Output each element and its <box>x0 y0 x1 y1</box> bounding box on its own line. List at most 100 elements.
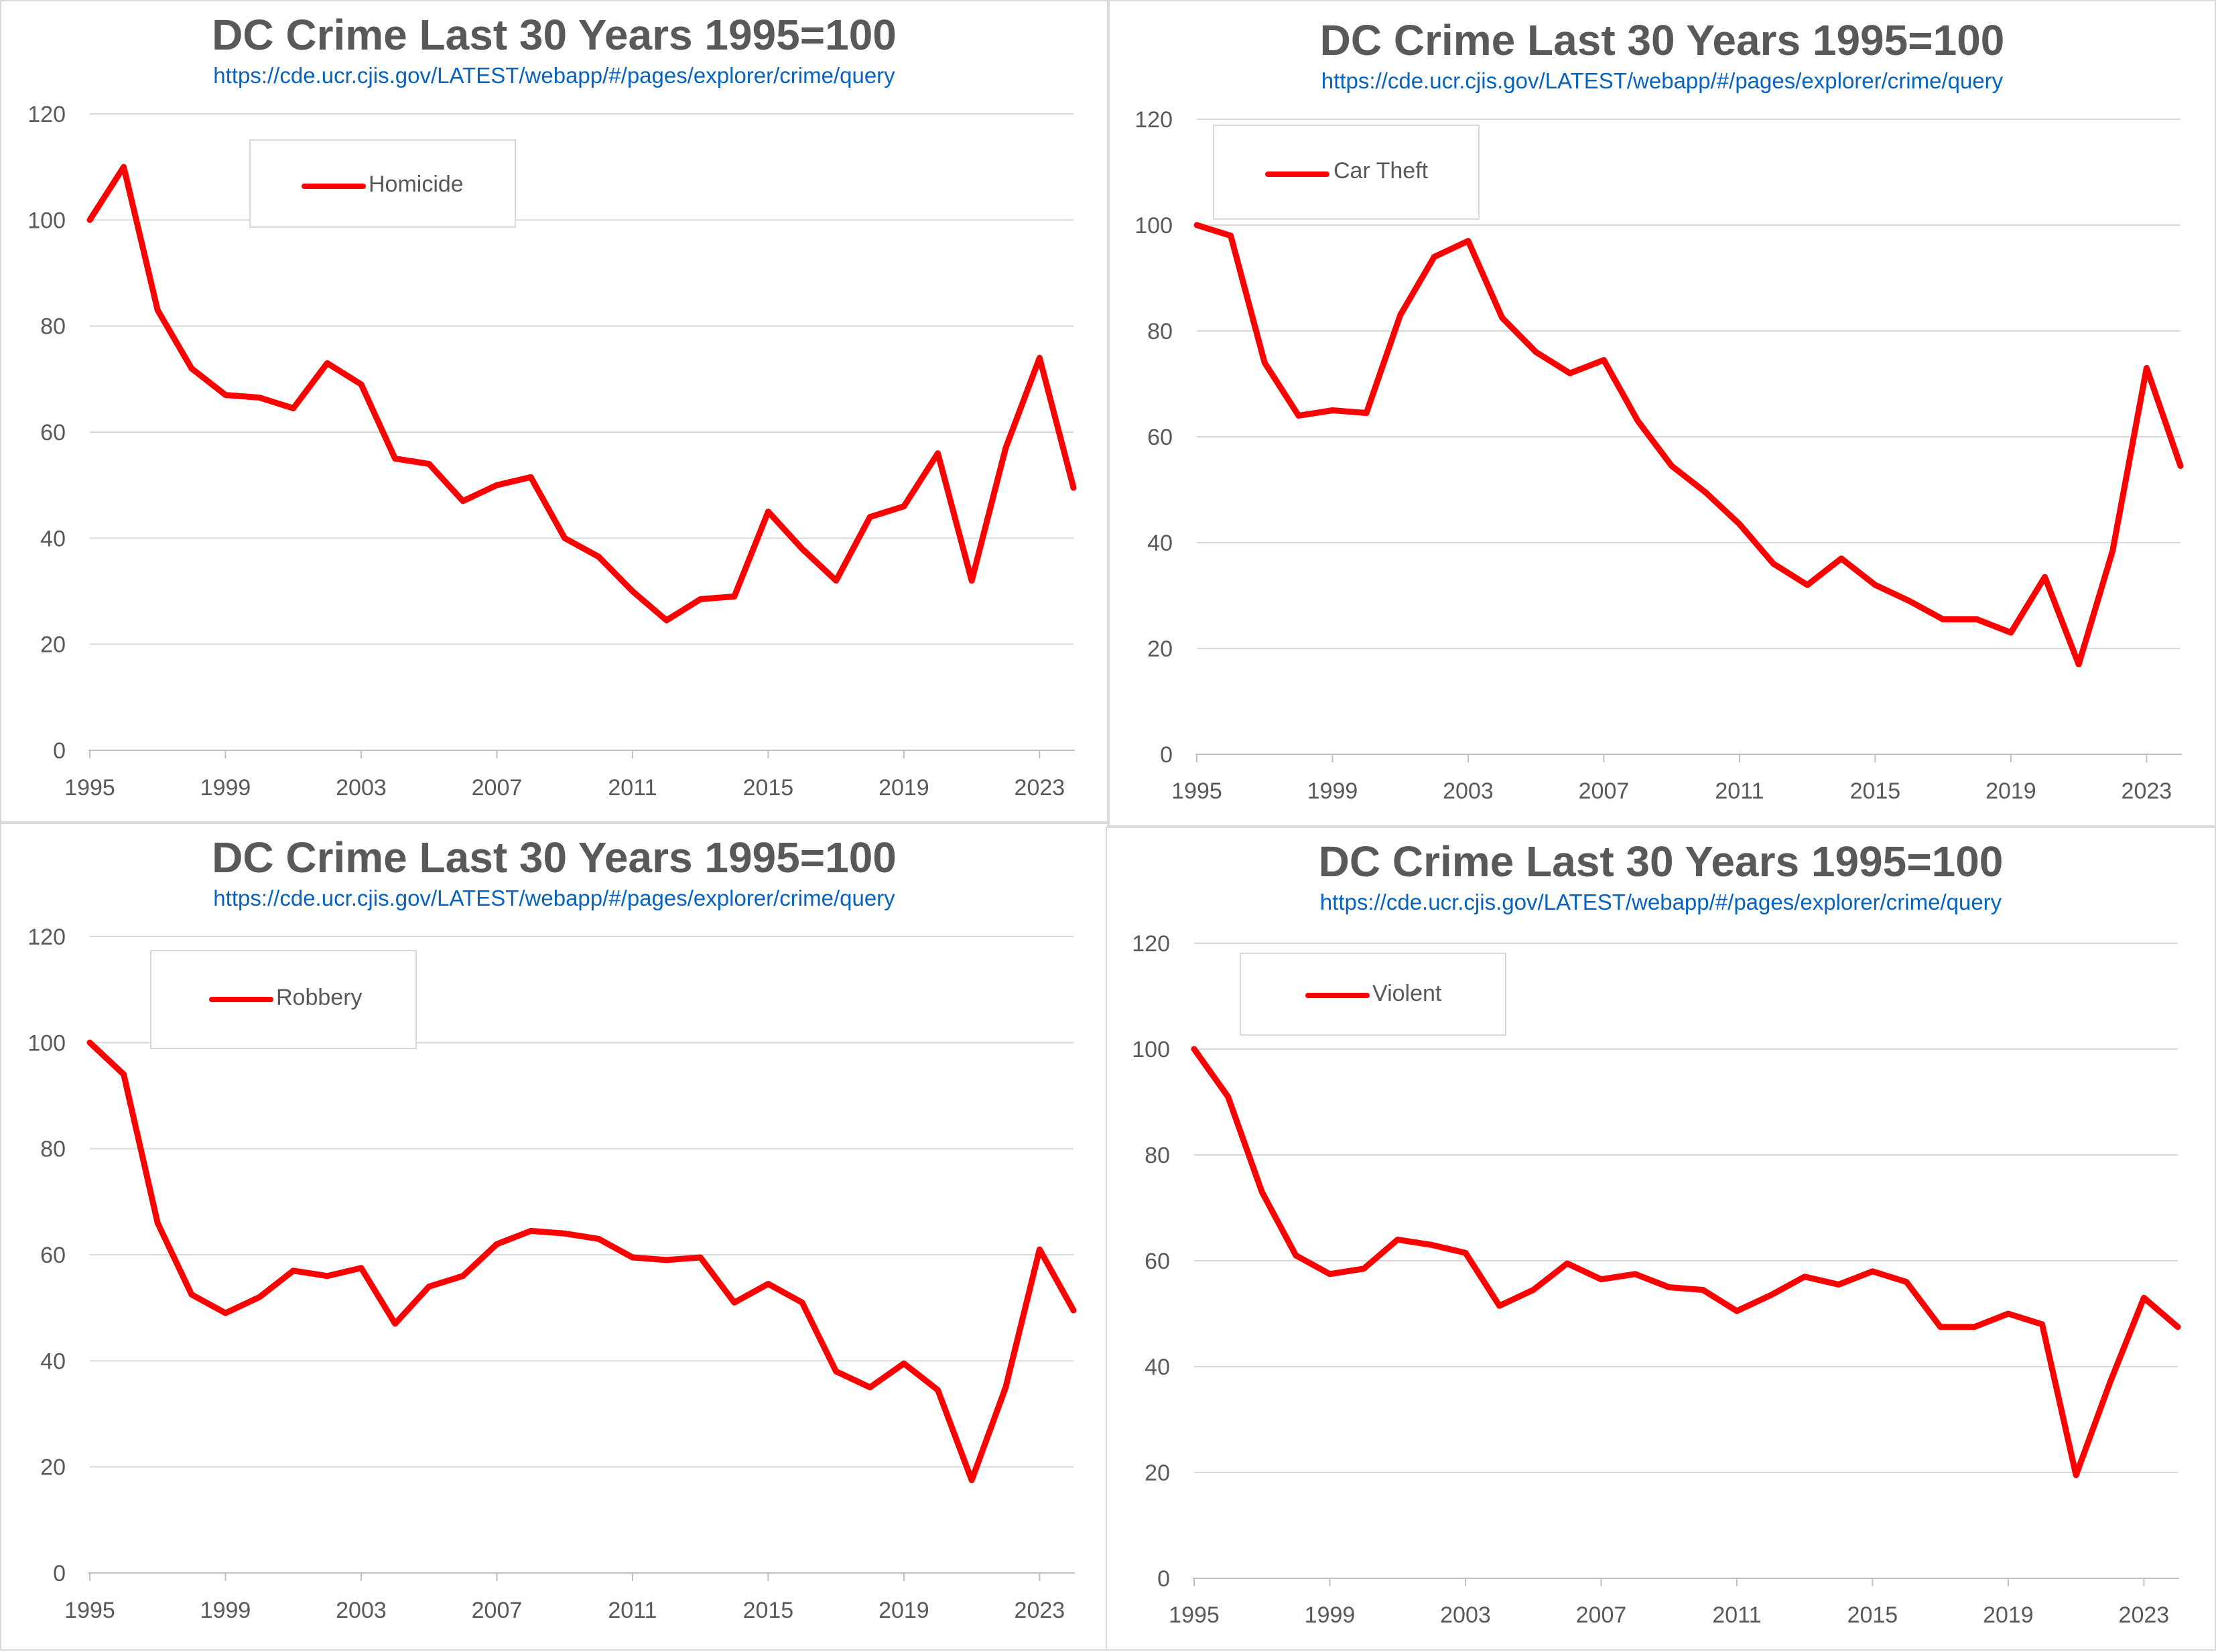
legend-label: Robbery <box>276 985 363 1010</box>
data-point-2022 <box>2107 1380 2113 1385</box>
x-tick-label: 2015 <box>1847 1602 1898 1628</box>
legend-label: Violent <box>1372 981 1442 1006</box>
data-point-2019 <box>2008 630 2014 635</box>
x-tick-label: 2015 <box>743 1598 794 1623</box>
x-tick-label: 1995 <box>1169 1602 1220 1628</box>
data-point-2017 <box>834 1369 839 1374</box>
legend-swatch <box>1265 171 1329 177</box>
chart-source-url[interactable]: https://cde.ucr.cjis.gov/LATEST/webapp/#… <box>213 886 895 910</box>
data-point-1997 <box>1259 1189 1264 1194</box>
legend-swatch <box>209 997 273 1002</box>
data-point-2005 <box>1533 350 1539 355</box>
plot-area: 0 20 40 60 80 100 120 1995 1999 2003 2007 2011 2015 2… <box>27 924 1077 1623</box>
data-point-2009 <box>1669 463 1675 468</box>
data-point-2021 <box>969 578 974 583</box>
data-point-2014 <box>732 594 737 599</box>
data-point-2023 <box>1037 1247 1042 1252</box>
data-point-2018 <box>1974 617 1979 622</box>
data-point-2020 <box>2040 1322 2045 1327</box>
x-tick-label: 2003 <box>336 1598 387 1623</box>
legend-swatch <box>1305 993 1370 998</box>
data-point-2003 <box>1465 238 1471 244</box>
data-point-2023 <box>2141 1295 2146 1300</box>
chart-panel-homicide: DC Crime Last 30 Years 1995=100 https://… <box>0 0 1108 823</box>
data-point-2008 <box>528 1228 533 1233</box>
data-point-2018 <box>1971 1324 1977 1330</box>
data-point-1996 <box>121 164 127 169</box>
data-point-1996 <box>1228 233 1234 238</box>
data-point-2006 <box>1567 370 1573 376</box>
data-point-2002 <box>1431 254 1437 259</box>
x-tick-label: 1995 <box>64 775 115 801</box>
plot-area: 0 20 40 60 80 100 120 1995 1999 2003 2007 2011 2015 2… <box>1132 931 2181 1628</box>
data-point-2020 <box>935 1387 941 1393</box>
data-point-2019 <box>901 504 907 509</box>
data-point-2000 <box>257 395 262 401</box>
data-point-2024 <box>2178 463 2183 468</box>
data-point-2018 <box>867 1385 872 1390</box>
data-point-2002 <box>324 360 330 366</box>
legend-swatch <box>302 184 366 189</box>
x-tick-label: 2019 <box>1983 1602 2034 1628</box>
legend-label: Car Theft <box>1333 158 1429 184</box>
chart-source-url[interactable]: https://cde.ucr.cjis.gov/LATEST/webapp/#… <box>1321 68 2004 93</box>
x-tick-label: 2023 <box>2122 778 2172 804</box>
plot-area: 0 20 40 60 80 100 120 1995 1999 2003 2007 2011 2015 2… <box>27 102 1077 801</box>
data-point-2008 <box>1632 1271 1638 1277</box>
data-point-2007 <box>1601 357 1606 362</box>
x-tick-label: 2011 <box>1712 1602 1761 1628</box>
data-point-2009 <box>562 535 568 541</box>
data-point-2016 <box>799 1300 805 1305</box>
chart-source-url[interactable]: https://cde.ucr.cjis.gov/LATEST/webapp/#… <box>213 63 895 88</box>
y-tick-label: 40 <box>40 1349 66 1374</box>
data-point-2001 <box>291 405 296 411</box>
y-tick-label: 80 <box>1145 1143 1170 1168</box>
data-point-1999 <box>1329 408 1335 413</box>
data-point-2008 <box>528 474 533 480</box>
y-tick-label: 60 <box>40 1243 66 1268</box>
chart-panel-violent: DC Crime Last 30 Years 1995=100 https://… <box>1106 827 2216 1651</box>
data-point-2005 <box>1530 1287 1536 1292</box>
series-line-homicide <box>86 163 1077 624</box>
data-point-2001 <box>291 1268 296 1274</box>
data-point-1997 <box>155 307 160 313</box>
series-line-violent <box>1191 1046 2181 1478</box>
data-point-1998 <box>189 366 194 371</box>
y-tick-label: 20 <box>40 632 66 658</box>
x-tick-label: 2003 <box>1443 778 1494 804</box>
y-tick-label: 40 <box>1145 1355 1170 1380</box>
data-point-2010 <box>596 554 601 559</box>
data-point-2014 <box>1836 1282 1841 1288</box>
data-point-2023 <box>2144 365 2149 370</box>
chart-source-url[interactable]: https://cde.ucr.cjis.gov/LATEST/webapp/#… <box>1319 890 2002 914</box>
x-tick-label: 2007 <box>1579 778 1630 804</box>
x-tick-label: 2023 <box>2119 1602 2170 1628</box>
data-point-1997 <box>155 1221 160 1226</box>
data-point-1995 <box>1194 222 1199 228</box>
data-point-2021 <box>969 1477 974 1483</box>
chart-title: DC Crime Last 30 Years 1995=100 <box>212 11 897 59</box>
data-point-2024 <box>1071 1308 1076 1313</box>
data-point-2006 <box>460 1274 466 1279</box>
data-point-2007 <box>1598 1277 1604 1282</box>
y-tick-label: 120 <box>1132 931 1170 957</box>
data-point-2015 <box>765 509 771 514</box>
y-tick-label: 40 <box>1147 531 1173 556</box>
y-tick-label: 0 <box>53 1561 66 1586</box>
data-point-2012 <box>1768 1292 1774 1298</box>
data-point-2006 <box>460 498 466 504</box>
data-point-2015 <box>765 1282 771 1287</box>
x-tick-label: 1999 <box>1307 778 1358 804</box>
x-tick-label: 1995 <box>1171 778 1222 804</box>
y-tick-label: 20 <box>40 1455 66 1481</box>
data-point-2001 <box>1398 312 1403 318</box>
plot-area: 0 20 40 60 80 100 120 1995 1999 2003 2007 2011 2015 2… <box>1134 107 2184 804</box>
chart-panel-robbery: DC Crime Last 30 Years 1995=100 https://… <box>0 823 1108 1651</box>
y-tick-label: 80 <box>40 1137 66 1162</box>
y-tick-label: 120 <box>27 102 66 127</box>
y-tick-label: 120 <box>27 924 66 950</box>
data-point-2002 <box>1429 1242 1434 1247</box>
data-point-2024 <box>1071 485 1076 490</box>
data-point-1997 <box>1262 360 1267 365</box>
data-point-2016 <box>1904 1280 1909 1285</box>
